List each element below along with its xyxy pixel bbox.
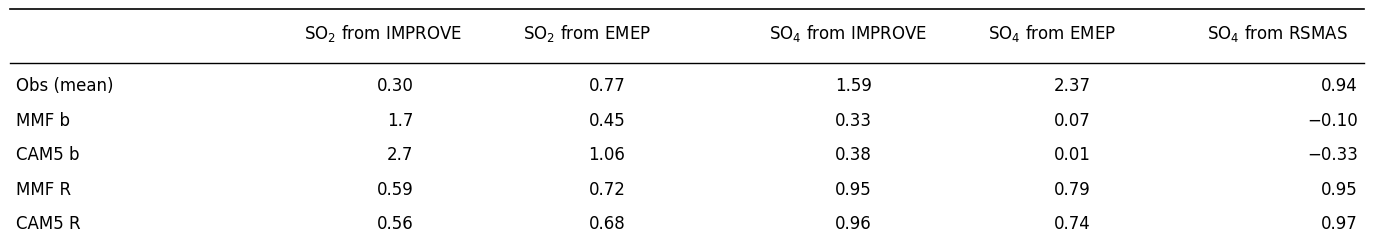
Text: 0.07: 0.07 — [1053, 112, 1091, 130]
Text: 0.74: 0.74 — [1053, 215, 1091, 233]
Text: CAM5 b: CAM5 b — [17, 146, 80, 164]
Text: 0.01: 0.01 — [1053, 146, 1091, 164]
Text: MMF b: MMF b — [17, 112, 71, 130]
Text: Obs (mean): Obs (mean) — [17, 77, 114, 95]
Text: 0.95: 0.95 — [1321, 181, 1358, 199]
Text: 0.59: 0.59 — [377, 181, 413, 199]
Text: 0.68: 0.68 — [589, 215, 625, 233]
Text: 0.95: 0.95 — [834, 181, 872, 199]
Text: 0.38: 0.38 — [834, 146, 872, 164]
Text: 0.77: 0.77 — [589, 77, 625, 95]
Text: 0.72: 0.72 — [589, 181, 625, 199]
Text: 1.59: 1.59 — [834, 77, 872, 95]
Text: 1.06: 1.06 — [589, 146, 625, 164]
Text: 1.7: 1.7 — [387, 112, 413, 130]
Text: 0.33: 0.33 — [834, 112, 872, 130]
Text: CAM5 R: CAM5 R — [17, 215, 82, 233]
Text: MMF R: MMF R — [17, 181, 72, 199]
Text: SO$_4$ from RSMAS: SO$_4$ from RSMAS — [1207, 23, 1349, 44]
Text: 2.37: 2.37 — [1053, 77, 1091, 95]
Text: −0.10: −0.10 — [1307, 112, 1358, 130]
Text: SO$_4$ from IMPROVE: SO$_4$ from IMPROVE — [769, 23, 927, 44]
Text: 0.96: 0.96 — [834, 215, 872, 233]
Text: SO$_2$ from IMPROVE: SO$_2$ from IMPROVE — [304, 23, 462, 44]
Text: SO$_4$ from EMEP: SO$_4$ from EMEP — [988, 23, 1116, 44]
Text: 0.56: 0.56 — [377, 215, 413, 233]
Text: 0.30: 0.30 — [377, 77, 413, 95]
Text: SO$_2$ from EMEP: SO$_2$ from EMEP — [523, 23, 651, 44]
Text: 0.94: 0.94 — [1321, 77, 1358, 95]
Text: 0.79: 0.79 — [1053, 181, 1091, 199]
Text: 2.7: 2.7 — [387, 146, 413, 164]
Text: 0.97: 0.97 — [1321, 215, 1358, 233]
Text: −0.33: −0.33 — [1307, 146, 1358, 164]
Text: 0.45: 0.45 — [589, 112, 625, 130]
